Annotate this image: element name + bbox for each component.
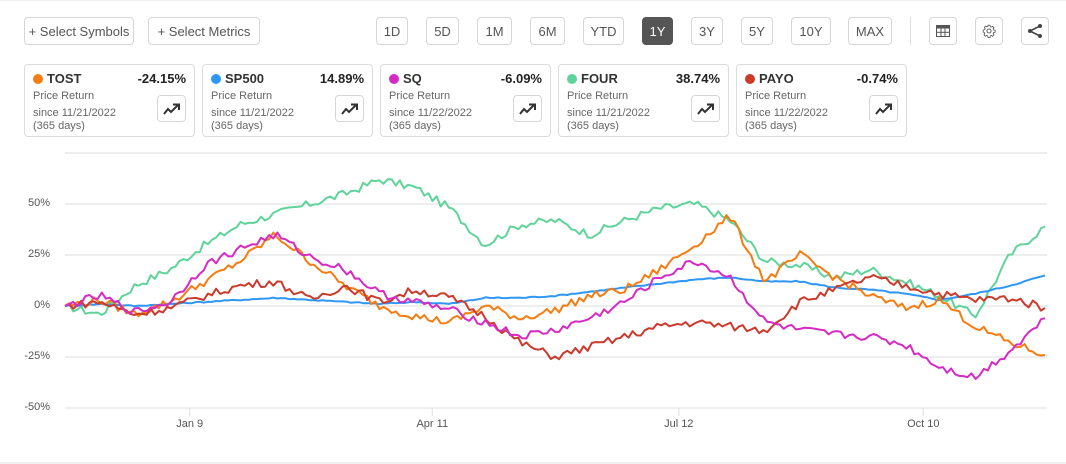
- settings-button[interactable]: [975, 17, 1003, 45]
- symbol-card-four[interactable]: FOUR 38.74% Price Return since 11/21/2022 (3…: [558, 64, 729, 137]
- bottom-divider: [0, 462, 1066, 464]
- metric-label: Price Return: [211, 90, 273, 102]
- period-days: (365 days): [745, 120, 797, 132]
- series-line-sp500[interactable]: [64, 274, 1046, 308]
- symbol-card-sp500[interactable]: SP500 14.89% Price Return since 11/21/2022(…: [202, 64, 373, 137]
- table-view-button[interactable]: [929, 17, 957, 45]
- symbol-card-tost[interactable]: TOST -24.15% Price Return since 11/21/2022(…: [24, 64, 195, 137]
- period-days: (365 days): [211, 120, 263, 132]
- series-color-dot: [33, 74, 43, 84]
- symbol-card-sq[interactable]: SQ -6.09% Price Return since 11/22/2022 (365…: [380, 64, 551, 137]
- select-symbols-button[interactable]: + Select Symbols: [24, 17, 134, 45]
- return-value: 14.89%: [319, 71, 364, 86]
- x-tick-label: Jul 12: [664, 418, 694, 430]
- return-value: -0.74%: [856, 71, 898, 86]
- table-icon: [936, 25, 950, 37]
- range-button-ytd[interactable]: YTD: [583, 17, 624, 45]
- top-divider: [0, 0, 1066, 1]
- range-button-5y[interactable]: 5Y: [741, 17, 773, 45]
- chart-type-button[interactable]: [513, 95, 542, 122]
- trending-up-icon: [874, 103, 892, 115]
- metric-label: Price Return: [745, 90, 807, 102]
- symbol-card-payo[interactable]: PAYO -0.74% Price Return since 11/22/2022 (3…: [736, 64, 907, 137]
- series-color-dot: [389, 74, 399, 84]
- metric-label: Price Return: [33, 90, 95, 102]
- chart-type-button[interactable]: [691, 95, 720, 122]
- return-value: -24.15%: [137, 71, 186, 86]
- metric-label: Price Return: [389, 90, 451, 102]
- chart-type-button[interactable]: [157, 95, 186, 122]
- range-button-1y[interactable]: 1Y: [642, 17, 673, 45]
- since-date: since 11/21/2022: [33, 107, 116, 119]
- range-button-3y[interactable]: 3Y: [691, 17, 723, 45]
- trending-up-icon: [518, 103, 536, 115]
- trending-up-icon: [162, 103, 180, 115]
- since-date: since 11/22/2022: [389, 107, 472, 119]
- symbol-name: PAYO: [759, 71, 794, 86]
- symbol-name: FOUR: [581, 71, 618, 86]
- chart-type-button[interactable]: [335, 95, 364, 122]
- chart-type-button[interactable]: [869, 95, 898, 122]
- line-chart-plot: [64, 152, 1047, 416]
- share-button[interactable]: [1021, 17, 1049, 45]
- period-days: (365 days): [567, 120, 619, 132]
- period-days: (365 days): [389, 120, 441, 132]
- metric-label: Price Return: [567, 90, 629, 102]
- settings-gear-icon: [982, 24, 996, 38]
- since-date: since 11/22/2022: [745, 107, 828, 119]
- return-value: 38.74%: [675, 71, 720, 86]
- series-line-sq[interactable]: [64, 231, 1046, 380]
- range-button-10y[interactable]: 10Y: [791, 17, 831, 45]
- x-tick-label: Oct 10: [907, 418, 940, 430]
- trending-up-icon: [340, 103, 358, 115]
- y-tick-label: -50%: [24, 401, 50, 413]
- select-metrics-button[interactable]: + Select Metrics: [148, 17, 260, 45]
- trending-up-icon: [696, 103, 714, 115]
- since-date: since 11/21/2022: [567, 107, 650, 119]
- x-tick-label: Apr 11: [416, 418, 449, 430]
- range-button-1m[interactable]: 1M: [477, 17, 512, 45]
- share-icon: [1028, 24, 1042, 38]
- range-button-5d[interactable]: 5D: [426, 17, 459, 45]
- symbol-name: TOST: [47, 71, 82, 86]
- price-return-chart: [0, 140, 1066, 462]
- range-button-6m[interactable]: 6M: [530, 17, 565, 45]
- since-date: since 11/21/2022: [211, 107, 294, 119]
- period-days: (365 days): [33, 120, 85, 132]
- series-line-four[interactable]: [64, 178, 1046, 319]
- y-tick-label: 25%: [27, 248, 50, 260]
- range-button-max[interactable]: MAX: [848, 17, 892, 45]
- x-tick-label: Jan 9: [176, 418, 204, 430]
- symbol-name: SP500: [225, 71, 265, 86]
- range-button-1d[interactable]: 1D: [376, 17, 408, 45]
- series-color-dot: [567, 74, 577, 84]
- toolbar-divider: [910, 17, 911, 45]
- y-tick-label: -25%: [24, 350, 50, 362]
- series-line-payo[interactable]: [64, 274, 1046, 361]
- return-value: -6.09%: [500, 71, 542, 86]
- symbol-name: SQ: [403, 71, 422, 86]
- y-tick-label: 0%: [34, 299, 50, 311]
- series-color-dot: [211, 74, 221, 84]
- series-line-tost[interactable]: [64, 214, 1046, 357]
- y-tick-label: 50%: [27, 197, 50, 209]
- series-color-dot: [745, 74, 755, 84]
